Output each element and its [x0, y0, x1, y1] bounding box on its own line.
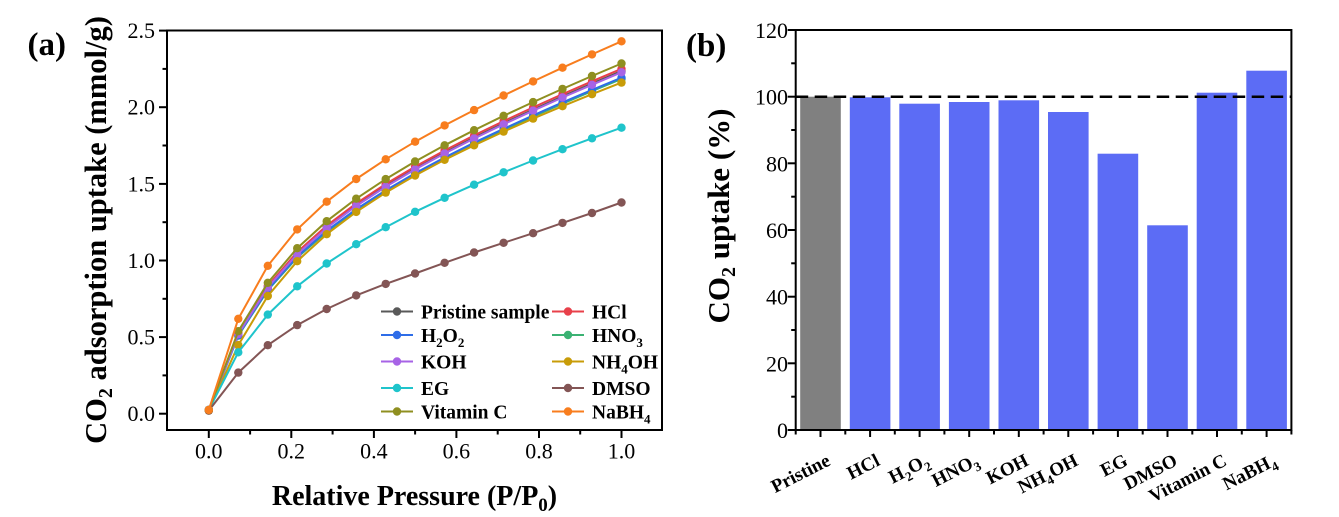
svg-text:(b): (b)	[686, 28, 726, 64]
svg-text:60: 60	[766, 218, 788, 243]
svg-text:2.0: 2.0	[128, 95, 156, 120]
svg-text:HNO3​: HNO3​	[592, 326, 643, 350]
svg-text:20: 20	[766, 351, 788, 376]
svg-text:Pristine sample: Pristine sample	[421, 303, 550, 324]
svg-text:H2​O2​: H2​O2​	[421, 326, 464, 350]
svg-text:100: 100	[755, 85, 788, 110]
svg-text:0.0: 0.0	[128, 401, 156, 426]
svg-text:0.2: 0.2	[278, 439, 306, 464]
svg-text:1.0: 1.0	[608, 439, 636, 464]
svg-text:EG: EG	[421, 379, 449, 400]
svg-text:1.0: 1.0	[128, 248, 156, 273]
svg-text:0.4: 0.4	[360, 439, 388, 464]
svg-text:2.5: 2.5	[128, 18, 156, 43]
svg-text:Vitamin C: Vitamin C	[421, 403, 507, 424]
svg-text:40: 40	[766, 285, 788, 310]
svg-text:0.0: 0.0	[195, 439, 223, 464]
svg-text:CO2 adsorption uptake (mmol/g): CO2 adsorption uptake (mmol/g)	[79, 16, 117, 444]
svg-text:0.8: 0.8	[525, 439, 553, 464]
svg-text:120: 120	[755, 18, 788, 43]
svg-text:NaBH4​: NaBH4​	[592, 403, 651, 427]
svg-text:DMSO: DMSO	[592, 379, 651, 400]
svg-text:(a): (a)	[28, 27, 66, 63]
svg-text:KOH: KOH	[421, 353, 467, 374]
svg-text:HCl: HCl	[592, 303, 627, 324]
svg-text:CO2 uptake (%): CO2 uptake (%)	[701, 109, 740, 324]
svg-text:80: 80	[766, 151, 788, 176]
svg-text:0.6: 0.6	[443, 439, 471, 464]
svg-text:1.5: 1.5	[128, 171, 156, 196]
svg-text:0.5: 0.5	[128, 325, 156, 350]
svg-text:0: 0	[777, 418, 788, 443]
svg-text:Relative Pressure (P/P0): Relative Pressure (P/P0)	[272, 481, 557, 516]
